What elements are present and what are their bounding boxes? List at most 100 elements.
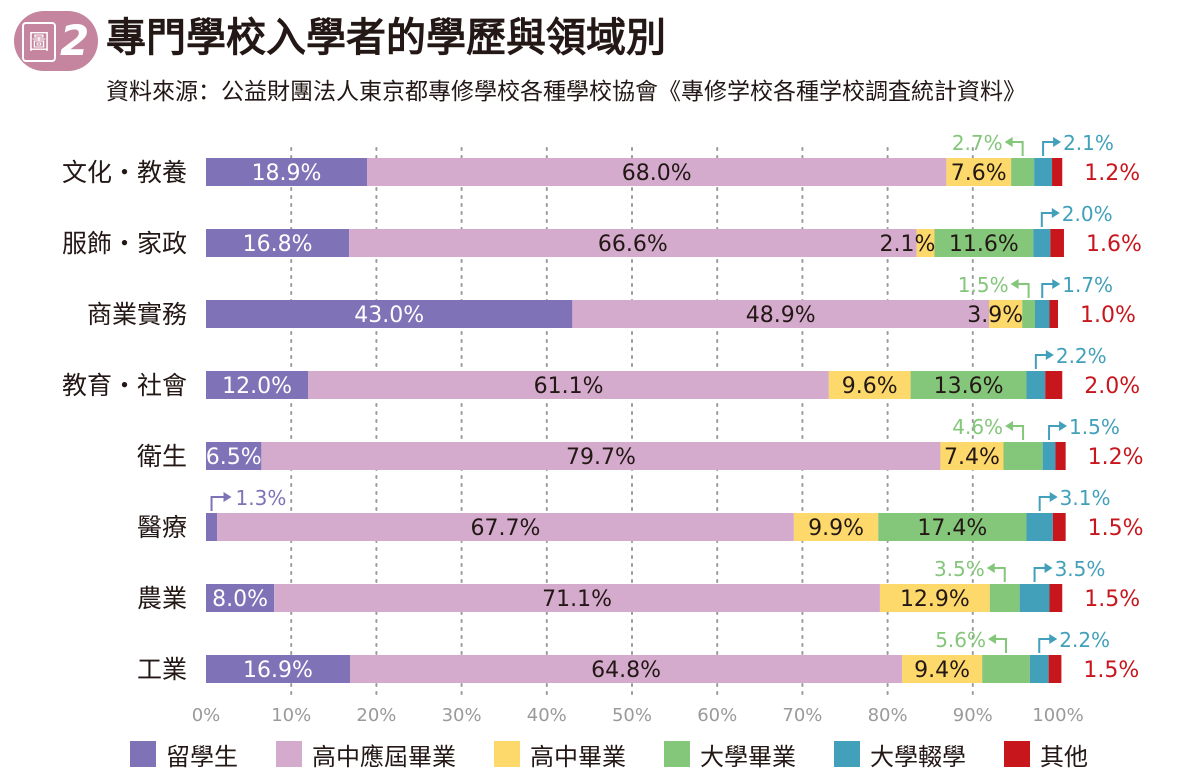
bar-segment [828, 371, 911, 399]
data-label: 16.9% [243, 658, 313, 683]
data-label: 17.4% [917, 516, 987, 541]
callout-arrowhead [1049, 634, 1058, 644]
callout-arrowhead [1010, 279, 1019, 289]
legend-swatch [664, 741, 690, 767]
bar-segment [1029, 655, 1049, 683]
callout-leader [1038, 638, 1052, 653]
data-callout-label: 1.5% [1069, 415, 1120, 439]
figure-label: 圖 [22, 22, 56, 62]
data-label: 48.9% [746, 303, 816, 328]
data-label: 1.2% [1084, 161, 1140, 186]
bar-segment [274, 584, 880, 612]
bar-segment [1042, 442, 1056, 470]
x-tick-label: 40% [527, 705, 567, 726]
data-label: 2.0% [1084, 374, 1140, 399]
callout-leader [1042, 141, 1056, 156]
category-label: 農業 [137, 584, 187, 613]
legend-swatch [1004, 741, 1030, 767]
callout-leader [1010, 141, 1024, 156]
callout-arrowhead [1049, 492, 1058, 502]
chart-source: 資料來源：公益財團法人東京都專修學校各種學校協會《專修学校各種学校調査統計資料》 [106, 79, 1026, 105]
chart-legend: 留學生 高中應屆畢業 高中畢業 大學畢業 大學輟學 其他 [130, 736, 1126, 772]
data-label: 18.9% [252, 161, 322, 186]
data-label: 9.6% [842, 374, 898, 399]
bar-segment [261, 442, 941, 470]
data-label: 1.5% [1084, 587, 1140, 612]
bar-segment [206, 371, 309, 399]
category-label: 教育・社會 [62, 371, 187, 400]
bar-segment [793, 513, 879, 541]
bar-segment [206, 513, 218, 541]
x-tick-label: 100% [1032, 705, 1083, 726]
data-label: 11.6% [949, 232, 1019, 257]
bar-segment [946, 158, 1012, 186]
x-tick-label: 0% [192, 705, 221, 726]
legend-label: 大學輟學 [870, 742, 966, 771]
data-label: 79.7% [566, 445, 636, 470]
legend-label: 其他 [1040, 742, 1088, 771]
x-tick-label: 60% [697, 705, 737, 726]
category-label: 醫療 [137, 513, 187, 542]
category-label: 商業實務 [87, 300, 187, 329]
data-label: 43.0% [354, 303, 424, 328]
bar-segment [1050, 229, 1064, 257]
callout-arrowhead [223, 492, 232, 502]
data-label: 71.1% [542, 587, 612, 612]
data-label: 1.5% [1083, 658, 1139, 683]
data-callout-label: 4.6% [952, 415, 1003, 439]
bar-segment [206, 442, 262, 470]
data-label: 7.4% [944, 445, 1000, 470]
data-label: 12.9% [900, 587, 970, 612]
bar-segment [916, 229, 935, 257]
data-label: 9.9% [808, 516, 864, 541]
bar-segment [308, 371, 829, 399]
legend-item: 其他 [1004, 737, 1088, 772]
category-label: 工業 [137, 655, 187, 684]
bar-segment [1019, 584, 1050, 612]
data-label: 8.0% [212, 587, 268, 612]
data-label: 2.1% [880, 232, 936, 257]
bar-segment [1033, 229, 1051, 257]
data-label: 13.6% [934, 374, 1004, 399]
legend-swatch [834, 741, 860, 767]
data-label: 67.7% [471, 516, 541, 541]
data-callout-label: 1.3% [236, 486, 287, 510]
data-callout-label: 2.2% [1056, 344, 1107, 368]
callout-leader [1038, 496, 1052, 511]
legend-swatch [276, 741, 302, 767]
bar-segment [349, 655, 903, 683]
callout-arrowhead [1045, 350, 1054, 360]
data-label: 16.8% [243, 232, 313, 257]
x-tick-label: 10% [271, 705, 311, 726]
data-label: 7.6% [951, 161, 1007, 186]
data-label: 1.0% [1080, 303, 1136, 328]
bar-segment [910, 371, 1027, 399]
data-label: 68.0% [622, 161, 692, 186]
data-label: 64.8% [591, 658, 661, 683]
x-tick-label: 30% [442, 705, 482, 726]
legend-item: 大學輟學 [834, 737, 966, 772]
x-tick-label: 90% [953, 705, 993, 726]
callout-arrowhead [1052, 279, 1061, 289]
category-label: 文化・教養 [62, 158, 187, 187]
bar-segment [1052, 513, 1066, 541]
bar-segment [989, 584, 1020, 612]
bar-segment [1034, 158, 1053, 186]
figure-badge: 圖 2 [14, 11, 98, 71]
bar-segment [206, 229, 350, 257]
bar-segment [988, 300, 1023, 328]
callout-leader [1011, 425, 1025, 440]
bar-segment [1049, 584, 1063, 612]
legend-item: 大學畢業 [664, 737, 796, 772]
callout-leader [1016, 283, 1030, 298]
data-label: 1.6% [1086, 232, 1142, 257]
data-callout-label: 2.1% [1063, 131, 1114, 155]
callout-leader [1034, 354, 1048, 369]
category-label: 服飾・家政 [62, 229, 187, 258]
bar-segment [1048, 655, 1062, 683]
legend-label: 大學畢業 [700, 742, 796, 771]
callout-leader [994, 638, 1008, 653]
category-label: 衛生 [137, 442, 187, 471]
legend-label: 高中畢業 [530, 742, 626, 771]
data-callout-label: 2.2% [1059, 628, 1110, 652]
